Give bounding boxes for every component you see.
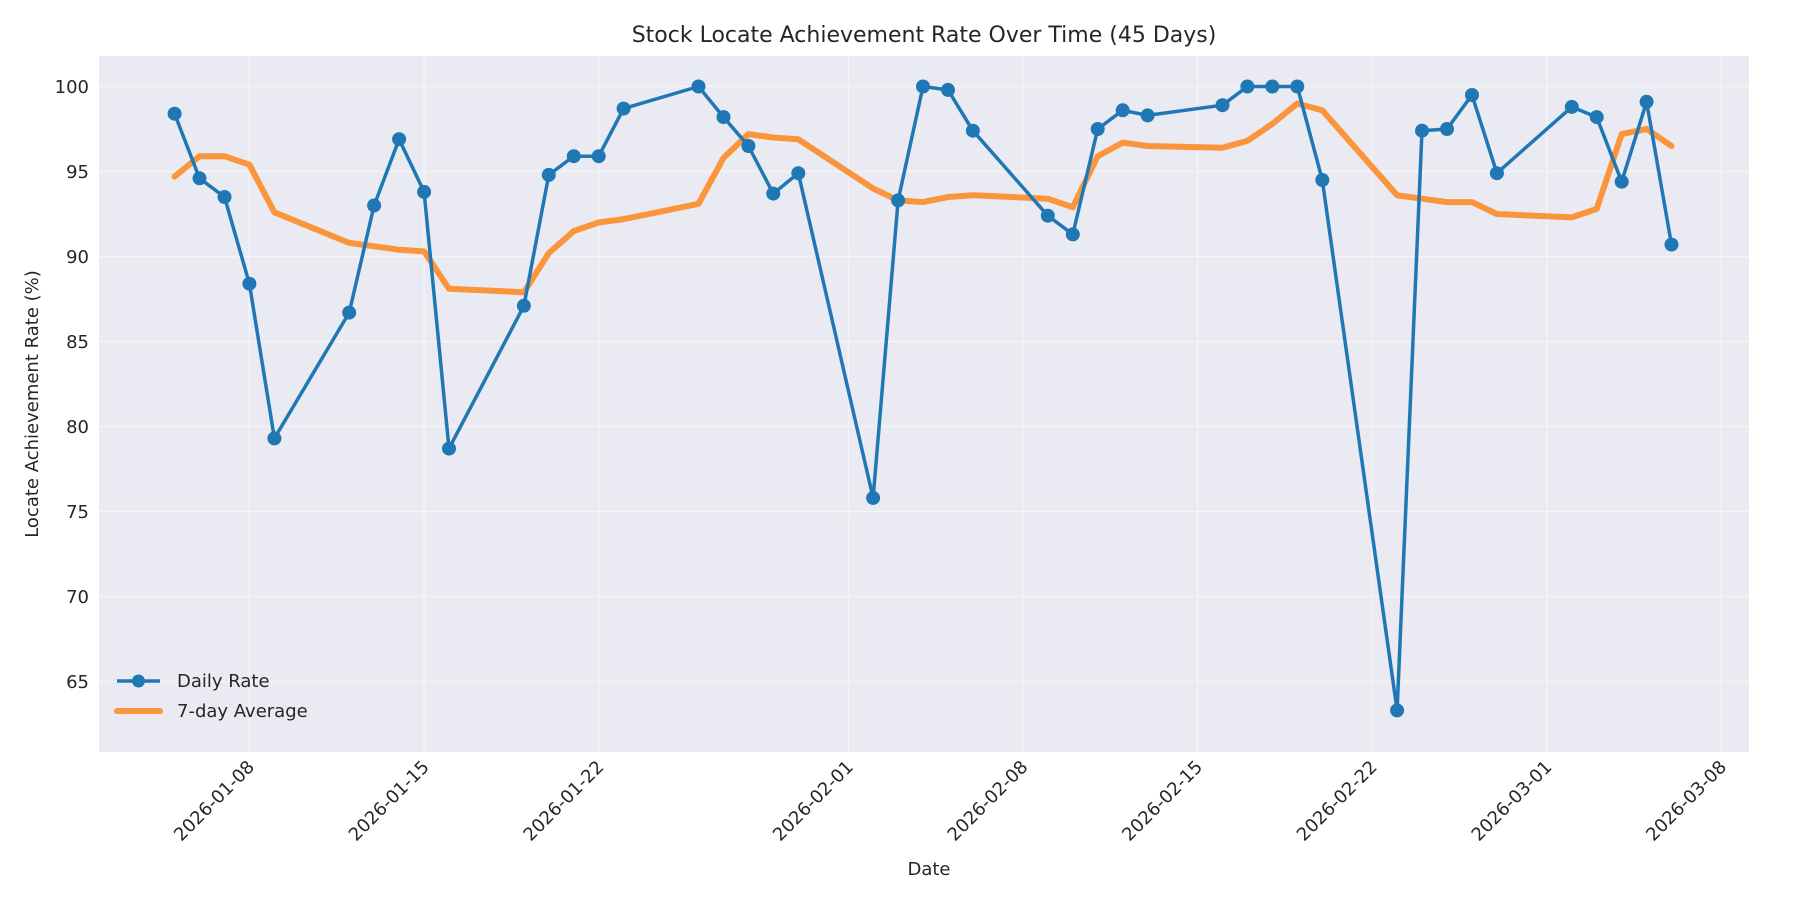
y-tick-label: 85 <box>66 332 89 353</box>
daily-rate-point <box>1415 123 1429 138</box>
daily-rate-point <box>866 490 881 505</box>
daily-rate-point <box>1215 98 1230 113</box>
daily-rate-point <box>392 132 407 147</box>
series-7-day-average <box>171 100 1675 296</box>
daily-rate-point <box>716 110 731 125</box>
y-axis-ticks: 65 70 75 80 85 90 95 100 <box>55 77 89 693</box>
daily-rate-point <box>916 79 930 94</box>
chart-title: Stock Locate Achievement Rate Over Time … <box>632 23 1217 48</box>
daily-rate-point <box>1440 122 1454 136</box>
daily-rate-point <box>1589 110 1604 125</box>
daily-rate-point <box>217 190 232 204</box>
y-tick-label: 65 <box>66 672 89 693</box>
daily-rate-point <box>342 305 357 320</box>
daily-rate-point <box>1115 103 1130 118</box>
daily-rate-point <box>741 139 756 153</box>
x-tick-label: 2026-02-22 <box>1293 757 1382 846</box>
legend: Daily Rate 7-day Average <box>114 671 308 722</box>
y-tick-label: 95 <box>66 162 89 183</box>
daily-rate-point <box>766 186 781 201</box>
daily-rate-point <box>1090 122 1105 136</box>
x-tick-label: 2026-02-01 <box>769 757 858 846</box>
daily-rate-point <box>1140 108 1155 123</box>
daily-rate-point <box>616 101 631 116</box>
daily-rate-point <box>1614 174 1629 189</box>
daily-rate-point <box>417 184 432 199</box>
y-tick-label: 70 <box>66 587 89 608</box>
y-tick-label: 90 <box>66 247 89 268</box>
x-axis-ticks: 2026-01-08 2026-01-15 2026-01-22 2026-02-01… <box>170 757 1731 846</box>
seven-day-average-line <box>171 100 1675 296</box>
x-tick-label: 2026-03-08 <box>1642 757 1731 846</box>
daily-rate-point <box>941 82 955 97</box>
legend-daily-rate-label: Daily Rate <box>177 671 270 692</box>
daily-rate-point <box>1564 99 1579 114</box>
x-tick-label: 2026-01-08 <box>170 757 259 846</box>
daily-rate-point <box>1265 79 1280 94</box>
legend-daily-rate-marker-icon <box>132 674 145 688</box>
daily-rate-point <box>1315 173 1330 187</box>
x-tick-label: 2026-03-01 <box>1468 757 1557 846</box>
daily-rate-point <box>1465 88 1479 102</box>
daily-rate-point <box>591 149 606 164</box>
y-tick-label: 100 <box>55 77 89 98</box>
daily-rate-point <box>367 198 382 213</box>
plot-area <box>99 56 1749 752</box>
daily-rate-point <box>1489 166 1504 181</box>
x-tick-label: 2026-01-15 <box>345 757 434 846</box>
daily-rate-point <box>1240 79 1255 94</box>
y-tick-label: 80 <box>66 417 89 438</box>
x-tick-label: 2026-02-08 <box>944 757 1033 846</box>
daily-rate-point <box>442 441 456 456</box>
y-tick-label: 75 <box>66 502 89 523</box>
daily-rate-point <box>1040 208 1055 223</box>
daily-rate-point <box>1664 237 1679 252</box>
daily-rate-point <box>891 193 906 208</box>
daily-rate-point <box>965 123 980 138</box>
legend-7-day-average-label: 7-day Average <box>177 701 308 722</box>
x-tick-label: 2026-01-22 <box>519 757 608 846</box>
daily-rate-point <box>691 79 706 94</box>
x-axis-label: Date <box>907 859 950 880</box>
daily-rate-point <box>267 431 282 446</box>
daily-rate-point <box>566 149 581 164</box>
daily-rate-point <box>541 167 556 182</box>
y-axis-label: Locate Achievement Rate (%) <box>22 270 43 538</box>
daily-rate-point <box>791 166 806 181</box>
daily-rate-point <box>1290 79 1305 94</box>
x-tick-label: 2026-02-15 <box>1118 757 1207 846</box>
daily-rate-point <box>167 106 182 121</box>
daily-rate-point <box>242 276 257 291</box>
daily-rate-point <box>192 171 207 186</box>
daily-rate-point <box>1390 703 1405 718</box>
daily-rate-point <box>1065 227 1080 242</box>
series-daily-rate <box>167 79 1679 718</box>
daily-rate-point <box>1639 94 1654 109</box>
daily-rate-point <box>516 298 531 313</box>
